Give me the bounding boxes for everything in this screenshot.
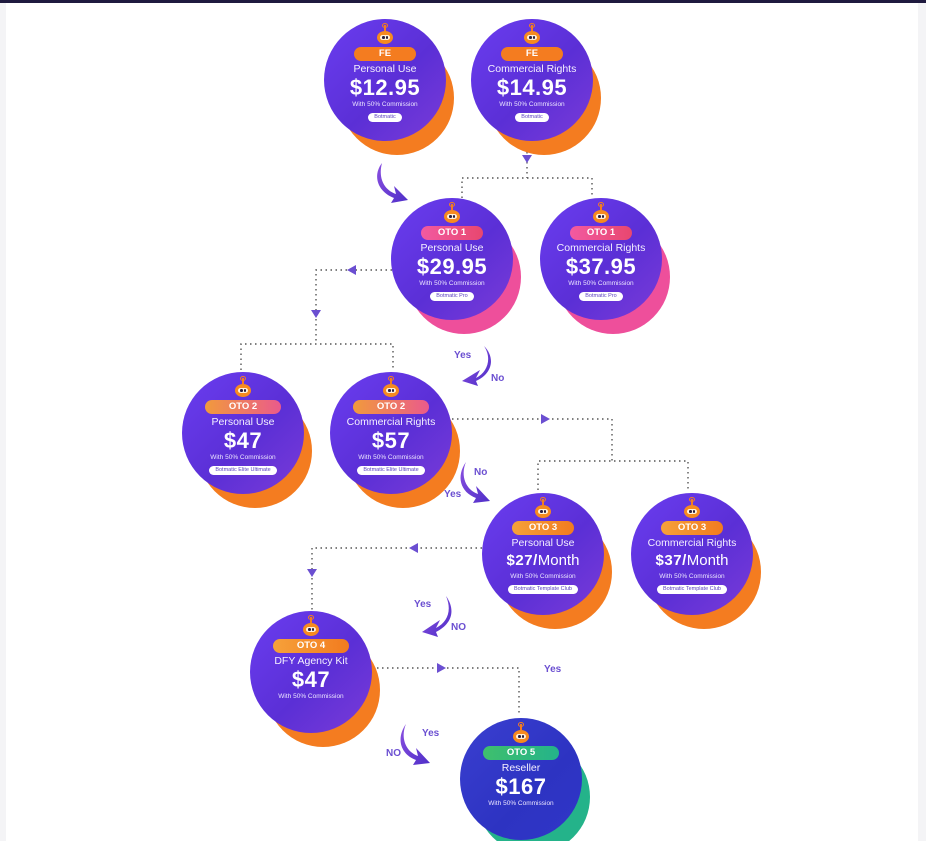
frame-right-border [918, 3, 926, 841]
robot-icon [523, 23, 541, 45]
robot-icon [512, 722, 530, 744]
product-pill: Botmatic Pro [579, 292, 623, 301]
label-oto1-no: No [491, 373, 505, 384]
robot-icon [234, 376, 252, 398]
robot-icon [683, 497, 701, 519]
label-oto2-no: No [474, 467, 488, 478]
node-title: Commercial Rights [556, 242, 646, 254]
node-oto5: OTO 5 Reseller $167 With 50% Commission [460, 718, 590, 841]
node-title: DFY Agency Kit [274, 655, 348, 667]
tier-badge: OTO 4 [273, 639, 349, 653]
tier-badge: OTO 5 [483, 746, 559, 760]
robot-icon [382, 376, 400, 398]
robot-icon [534, 497, 552, 519]
product-pill: Botmatic Elite Ultimate [357, 466, 425, 475]
commission-text: With 50% Commission [659, 573, 725, 580]
commission-text: With 50% Commission [499, 101, 565, 108]
commission-text: With 50% Commission [278, 693, 344, 700]
node-title: Personal Use [211, 416, 275, 428]
commission-text: With 50% Commission [568, 280, 634, 287]
tier-badge: OTO 2 [353, 400, 429, 414]
robot-icon [443, 202, 461, 224]
robot-icon [376, 23, 394, 45]
node-oto2-personal: OTO 2 Personal Use $47 With 50% Commissi… [182, 372, 312, 508]
node-price: $29.95 [416, 254, 488, 279]
label-oto4-right-yes: Yes [544, 664, 562, 675]
node-oto2-commercial: OTO 2 Commercial Rights $57 With 50% Com… [330, 372, 460, 508]
commission-text: With 50% Commission [419, 280, 485, 287]
node-price: $47 [223, 428, 263, 453]
price-amount: $37/ [655, 552, 687, 569]
product-pill: Botmatic Template Club [508, 585, 578, 594]
robot-icon [302, 615, 320, 637]
node-price: $167 [495, 774, 547, 799]
tier-badge: FE [354, 47, 416, 61]
tier-badge: OTO 1 [570, 226, 632, 240]
node-title: Commercial Rights [346, 416, 436, 428]
tier-badge: FE [501, 47, 563, 61]
price-amount: $27/ [506, 552, 538, 569]
label-oto4-yes: Yes [422, 728, 440, 739]
price-unit: Month [686, 552, 729, 569]
node-title: Commercial Rights [487, 63, 577, 75]
tier-badge: OTO 2 [205, 400, 281, 414]
node-fe-personal: FE Personal Use $12.95 With 50% Commissi… [324, 19, 454, 155]
node-price: $37/Month [656, 550, 729, 572]
node-title: Personal Use [420, 242, 484, 254]
product-pill: Botmatic Elite Ultimate [209, 466, 277, 475]
tier-badge: OTO 3 [512, 521, 574, 535]
node-price: $57 [371, 428, 411, 453]
node-title: Commercial Rights [647, 537, 737, 549]
price-unit: Month [537, 552, 580, 569]
commission-text: With 50% Commission [210, 454, 276, 461]
frame-left-border [0, 3, 6, 841]
node-fe-commercial: FE Commercial Rights $14.95 With 50% Com… [471, 19, 601, 155]
commission-text: With 50% Commission [352, 101, 418, 108]
node-title: Reseller [501, 762, 541, 774]
label-oto3-yes: Yes [414, 599, 432, 610]
label-oto3-no: NO [451, 622, 466, 633]
product-pill: Botmatic Pro [430, 292, 474, 301]
node-oto3-commercial: OTO 3 Commercial Rights $37/Month With 5… [631, 493, 761, 629]
label-oto2-yes: Yes [444, 489, 462, 500]
label-oto1-yes: Yes [454, 350, 472, 361]
node-oto1-commercial: OTO 1 Commercial Rights $37.95 With 50% … [540, 198, 670, 334]
product-pill: Botmatic Template Club [657, 585, 727, 594]
node-price: $12.95 [349, 75, 421, 100]
node-price: $47 [291, 667, 331, 692]
node-oto3-personal: OTO 3 Personal Use $27/Month With 50% Co… [482, 493, 612, 629]
tier-badge: OTO 1 [421, 226, 483, 240]
node-price: $14.95 [496, 75, 568, 100]
product-pill: Botmatic [515, 113, 549, 122]
node-price: $27/Month [507, 550, 580, 572]
node-oto1-personal: OTO 1 Personal Use $29.95 With 50% Commi… [391, 198, 521, 334]
node-title: Personal Use [511, 537, 575, 549]
label-oto4-no: NO [386, 748, 401, 759]
commission-text: With 50% Commission [510, 573, 576, 580]
product-pill: Botmatic [368, 113, 402, 122]
node-price: $37.95 [565, 254, 637, 279]
commission-text: With 50% Commission [358, 454, 424, 461]
node-oto4: OTO 4 DFY Agency Kit $47 With 50% Commis… [250, 611, 380, 747]
tier-badge: OTO 3 [661, 521, 723, 535]
node-title: Personal Use [353, 63, 417, 75]
robot-icon [592, 202, 610, 224]
commission-text: With 50% Commission [488, 800, 554, 807]
top-bar [0, 0, 926, 3]
